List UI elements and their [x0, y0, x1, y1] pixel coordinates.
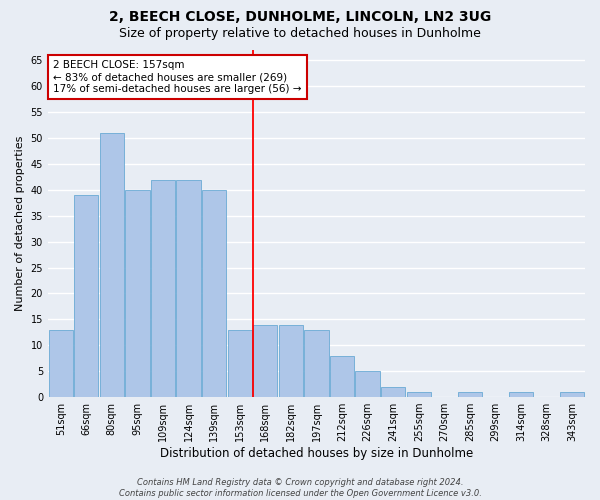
- Bar: [253, 324, 277, 397]
- Bar: [176, 180, 201, 397]
- Bar: [100, 133, 124, 397]
- Text: 2 BEECH CLOSE: 157sqm
← 83% of detached houses are smaller (269)
17% of semi-det: 2 BEECH CLOSE: 157sqm ← 83% of detached …: [53, 60, 302, 94]
- Bar: [355, 371, 380, 397]
- Bar: [458, 392, 482, 397]
- Bar: [74, 195, 98, 397]
- Text: Contains HM Land Registry data © Crown copyright and database right 2024.
Contai: Contains HM Land Registry data © Crown c…: [119, 478, 481, 498]
- Text: 2, BEECH CLOSE, DUNHOLME, LINCOLN, LN2 3UG: 2, BEECH CLOSE, DUNHOLME, LINCOLN, LN2 3…: [109, 10, 491, 24]
- Y-axis label: Number of detached properties: Number of detached properties: [15, 136, 25, 311]
- Bar: [560, 392, 584, 397]
- Bar: [151, 180, 175, 397]
- Bar: [381, 386, 406, 397]
- Bar: [125, 190, 149, 397]
- Bar: [407, 392, 431, 397]
- Bar: [49, 330, 73, 397]
- Text: Size of property relative to detached houses in Dunholme: Size of property relative to detached ho…: [119, 28, 481, 40]
- Bar: [509, 392, 533, 397]
- Bar: [202, 190, 226, 397]
- Bar: [227, 330, 252, 397]
- Bar: [304, 330, 329, 397]
- Bar: [279, 324, 303, 397]
- Bar: [330, 356, 354, 397]
- X-axis label: Distribution of detached houses by size in Dunholme: Distribution of detached houses by size …: [160, 447, 473, 460]
